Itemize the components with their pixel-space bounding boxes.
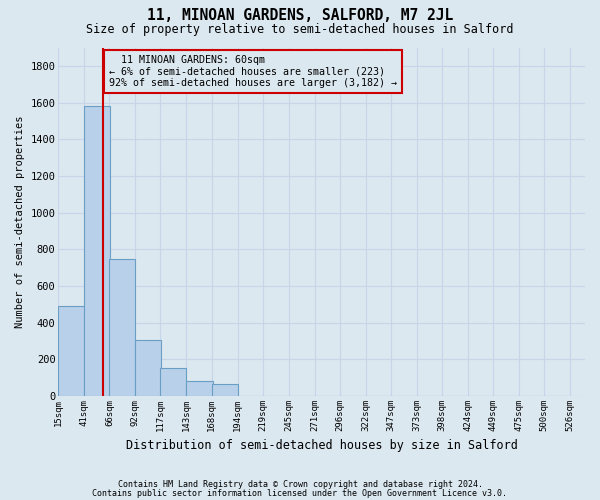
Bar [212,384,238,396]
Text: Contains HM Land Registry data © Crown copyright and database right 2024.: Contains HM Land Registry data © Crown c… [118,480,482,489]
Bar [187,380,212,396]
X-axis label: Distribution of semi-detached houses by size in Salford: Distribution of semi-detached houses by … [126,440,518,452]
Y-axis label: Number of semi-detached properties: Number of semi-detached properties [15,116,25,328]
Bar [58,306,85,396]
Bar [136,340,161,396]
Text: Contains public sector information licensed under the Open Government Licence v3: Contains public sector information licen… [92,489,508,498]
Bar [85,106,110,396]
Bar [109,258,136,396]
Text: Size of property relative to semi-detached houses in Salford: Size of property relative to semi-detach… [86,22,514,36]
Bar [160,368,187,396]
Text: 11, MINOAN GARDENS, SALFORD, M7 2JL: 11, MINOAN GARDENS, SALFORD, M7 2JL [147,8,453,22]
Text: 11 MINOAN GARDENS: 60sqm
← 6% of semi-detached houses are smaller (223)
92% of s: 11 MINOAN GARDENS: 60sqm ← 6% of semi-de… [109,55,397,88]
